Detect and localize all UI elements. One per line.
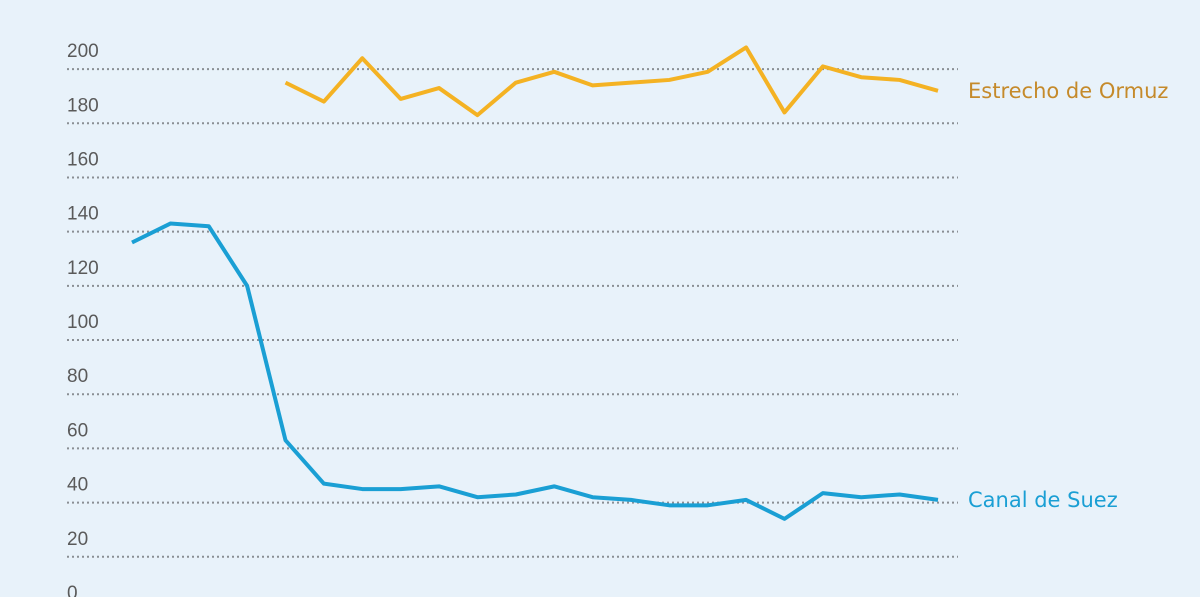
series-label: Canal de Suez [968, 488, 1118, 512]
y-tick-label: 160 [67, 149, 99, 170]
y-tick-label: 40 [67, 475, 88, 496]
y-tick-label: 60 [67, 420, 88, 441]
series-line [284, 45, 939, 118]
y-tick-label: 180 [67, 95, 99, 116]
series-label: Estrecho de Ormuz [968, 79, 1168, 103]
y-tick-label: 120 [67, 258, 99, 279]
y-tick-label: 0 [67, 583, 78, 597]
y-tick-label: 100 [67, 312, 99, 333]
y-tick-label: 200 [67, 41, 99, 62]
series-line [131, 221, 939, 521]
y-tick-label: 140 [67, 204, 99, 225]
y-tick-label: 20 [67, 529, 88, 550]
y-tick-label: 80 [67, 366, 88, 387]
